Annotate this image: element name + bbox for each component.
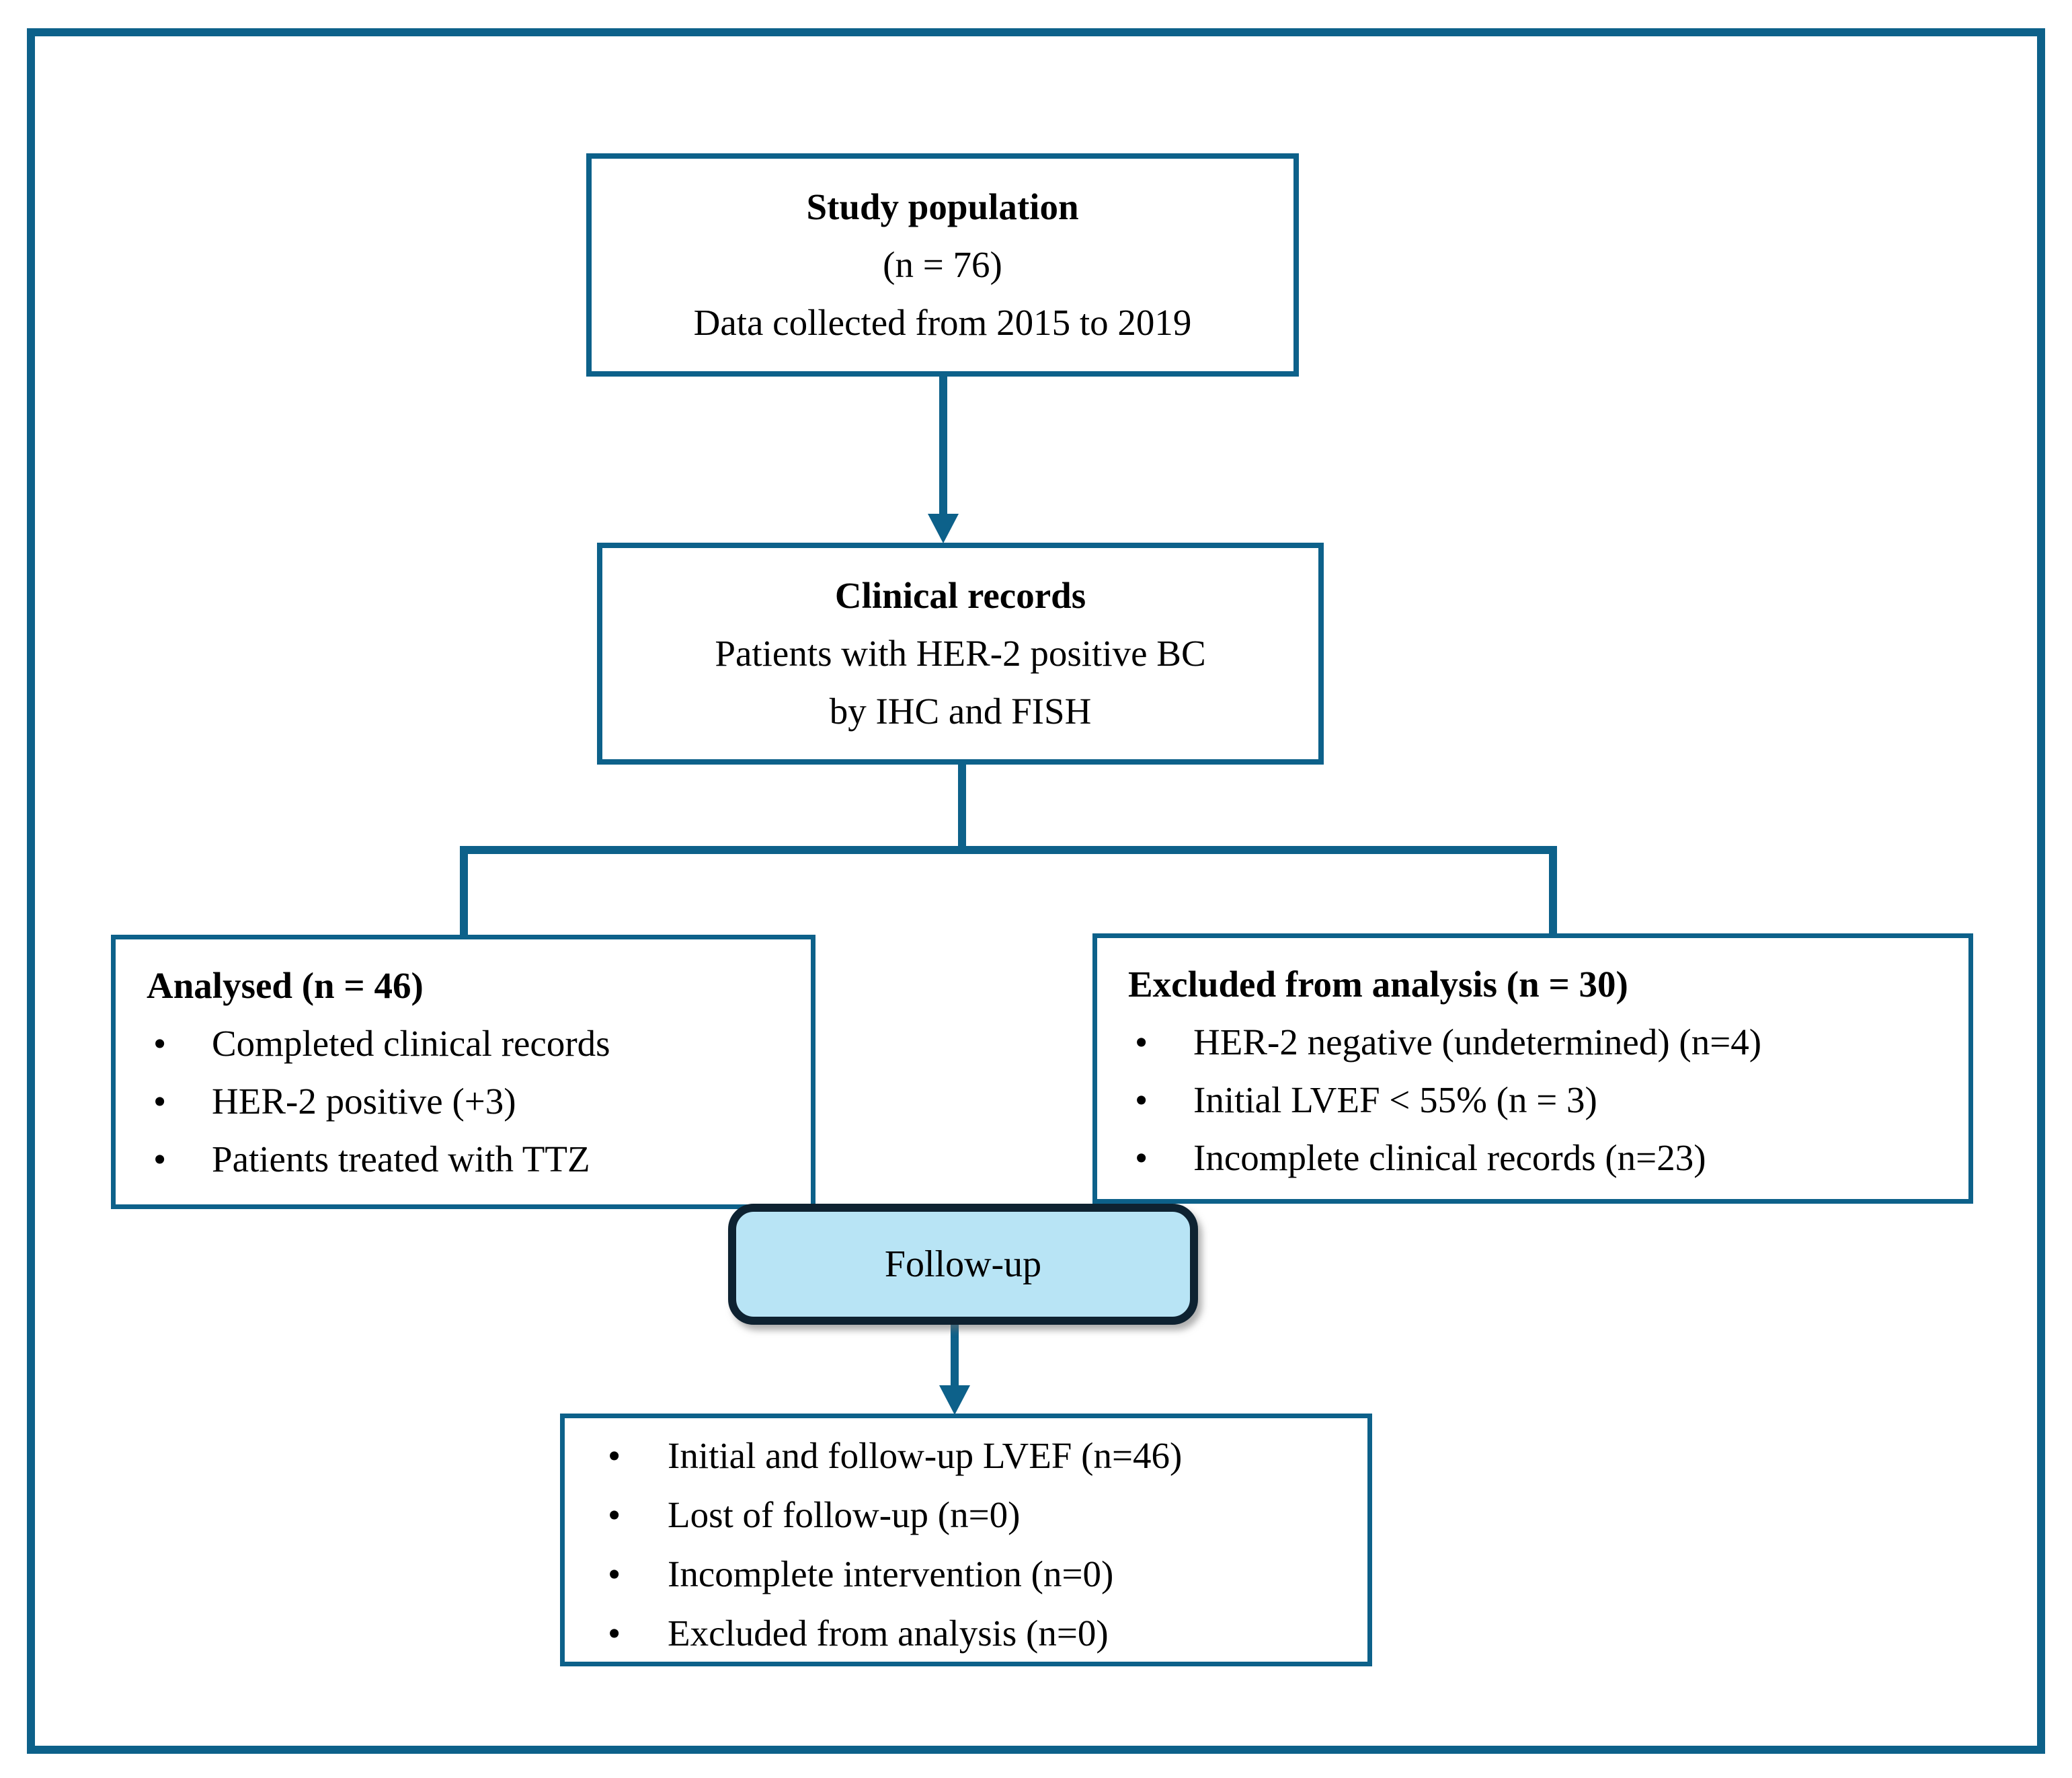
excluded-bullet-3: • Incomplete clinical records (n=23) bbox=[1128, 1129, 1952, 1187]
analysed-bullet-3: • Patients treated with TTZ bbox=[147, 1130, 795, 1188]
bullet-icon: • bbox=[608, 1435, 621, 1476]
excluded-title: Excluded from analysis (n = 30) bbox=[1128, 964, 1628, 1005]
analysed-bullet-2: • HER-2 positive (+3) bbox=[147, 1073, 795, 1130]
bullet-icon: • bbox=[1135, 1137, 1148, 1178]
follow-up-label: Follow-up bbox=[884, 1243, 1042, 1285]
outer-border bbox=[27, 28, 2045, 1754]
study-population-title: Study population bbox=[806, 186, 1079, 227]
analysed-bullet-1: • Completed clinical records bbox=[147, 1015, 795, 1073]
analysed-bullet-2-text: HER-2 positive (+3) bbox=[212, 1081, 516, 1122]
study-population-box: Study population (n = 76) Data collected… bbox=[586, 153, 1299, 377]
connector-records-to-branch bbox=[958, 762, 966, 854]
analysed-bullet-3-text: Patients treated with TTZ bbox=[212, 1138, 590, 1180]
outcomes-bullet-4: • Excluded from analysis (n=0) bbox=[605, 1604, 1354, 1663]
connector-branch-to-excluded bbox=[1549, 846, 1557, 936]
arrowhead-down-icon bbox=[928, 514, 959, 543]
clinical-records-line-1: Patients with HER-2 positive BC bbox=[715, 633, 1206, 674]
bullet-icon: • bbox=[608, 1553, 621, 1594]
excluded-box: Excluded from analysis (n = 30) • HER-2 … bbox=[1092, 933, 1973, 1204]
outcomes-bullet-1-text: Initial and follow-up LVEF (n=46) bbox=[668, 1435, 1183, 1476]
outcomes-bullet-4-text: Excluded from analysis (n=0) bbox=[668, 1613, 1109, 1654]
excluded-bullet-3-text: Incomplete clinical records (n=23) bbox=[1193, 1137, 1706, 1178]
outcomes-box: • Initial and follow-up LVEF (n=46) • Lo… bbox=[560, 1414, 1372, 1666]
analysed-box: Analysed (n = 46) • Completed clinical r… bbox=[111, 935, 815, 1209]
connector-branch-to-analysed bbox=[460, 846, 468, 937]
bullet-icon: • bbox=[608, 1613, 621, 1654]
outcomes-bullet-2-text: Lost of follow-up (n=0) bbox=[668, 1494, 1021, 1535]
analysed-title: Analysed (n = 46) bbox=[147, 965, 424, 1006]
analysed-bullet-1-text: Completed clinical records bbox=[212, 1023, 610, 1064]
connector-study-to-records bbox=[939, 374, 947, 516]
outcomes-bullet-3-text: Incomplete intervention (n=0) bbox=[668, 1553, 1114, 1594]
clinical-records-line-2: by IHC and FISH bbox=[829, 691, 1092, 732]
excluded-bullet-2: • Initial LVEF < 55% (n = 3) bbox=[1128, 1071, 1952, 1129]
clinical-records-title: Clinical records bbox=[834, 575, 1086, 616]
study-population-count: (n = 76) bbox=[883, 244, 1002, 285]
outcomes-bullet-1: • Initial and follow-up LVEF (n=46) bbox=[605, 1426, 1354, 1485]
clinical-records-box: Clinical records Patients with HER-2 pos… bbox=[597, 543, 1324, 765]
bullet-icon: • bbox=[153, 1081, 167, 1122]
follow-up-box: Follow-up bbox=[728, 1204, 1198, 1325]
excluded-bullet-1: • HER-2 negative (undetermined) (n=4) bbox=[1128, 1013, 1952, 1071]
outcomes-bullet-3: • Incomplete intervention (n=0) bbox=[605, 1545, 1354, 1604]
arrowhead-down-icon bbox=[939, 1385, 970, 1415]
bullet-icon: • bbox=[1135, 1079, 1148, 1120]
connector-followup-to-outcomes bbox=[951, 1323, 959, 1388]
excluded-bullet-2-text: Initial LVEF < 55% (n = 3) bbox=[1193, 1079, 1597, 1120]
bullet-icon: • bbox=[153, 1023, 167, 1064]
bullet-icon: • bbox=[1135, 1021, 1148, 1062]
study-population-period: Data collected from 2015 to 2019 bbox=[693, 302, 1192, 343]
bullet-icon: • bbox=[608, 1494, 621, 1535]
connector-branch-horizontal bbox=[460, 846, 1557, 854]
outcomes-bullet-2: • Lost of follow-up (n=0) bbox=[605, 1485, 1354, 1545]
bullet-icon: • bbox=[153, 1138, 167, 1180]
excluded-bullet-1-text: HER-2 negative (undetermined) (n=4) bbox=[1193, 1021, 1762, 1062]
